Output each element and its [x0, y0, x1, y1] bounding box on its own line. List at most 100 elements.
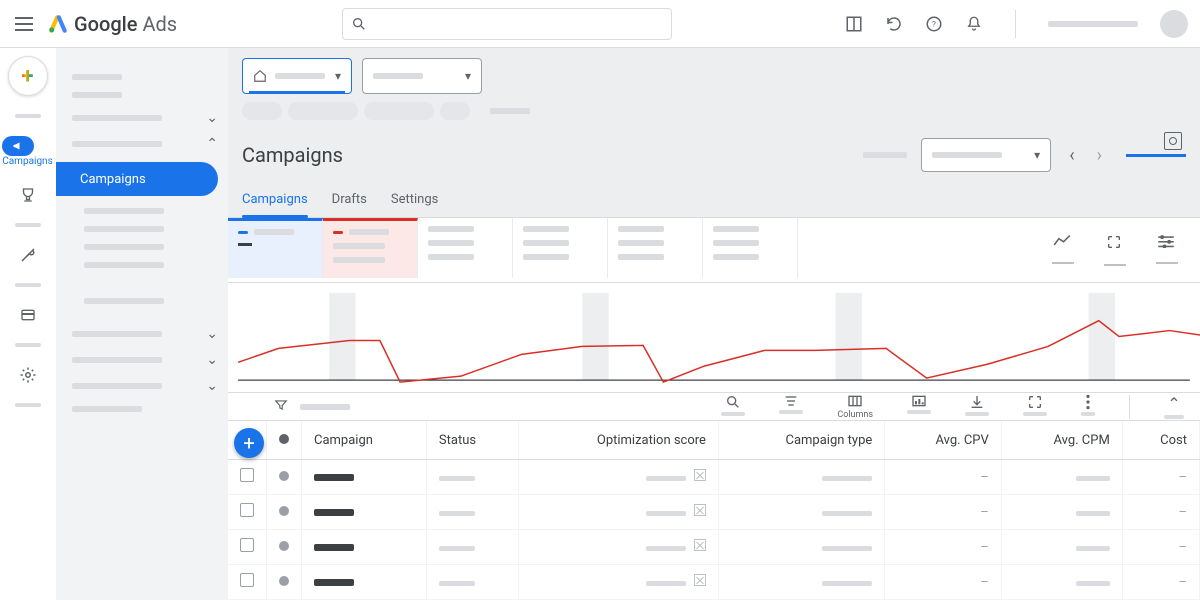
- next-period-icon[interactable]: ›: [1093, 145, 1106, 166]
- status-dot[interactable]: [279, 506, 289, 516]
- left-rail: + Campaigns: [0, 48, 56, 600]
- avatar[interactable]: [1160, 10, 1188, 38]
- svg-text:?: ?: [932, 20, 936, 30]
- col-cost[interactable]: Cost: [1122, 421, 1199, 460]
- reports-icon[interactable]: [907, 394, 931, 414]
- chip-placeholder[interactable]: [440, 102, 470, 120]
- nav-placeholder: [84, 244, 164, 250]
- col-opt-score[interactable]: Optimization score: [519, 421, 719, 460]
- fullscreen-icon[interactable]: [1023, 394, 1047, 416]
- scorecard[interactable]: [608, 218, 703, 278]
- status-dot[interactable]: [279, 471, 289, 481]
- nav-placeholder: [72, 74, 122, 80]
- nav-item-campaigns-active[interactable]: Campaigns: [56, 162, 218, 196]
- nav-item[interactable]: ⌃: [72, 136, 218, 152]
- nav-placeholder: [84, 262, 164, 268]
- tab-drafts[interactable]: Drafts: [332, 184, 367, 217]
- status-dot[interactable]: [279, 541, 289, 551]
- col-status[interactable]: Status: [426, 421, 519, 460]
- title-placeholder: [863, 152, 907, 158]
- prev-period-icon[interactable]: ‹: [1065, 145, 1078, 166]
- nav-item[interactable]: ⌄: [72, 110, 218, 126]
- add-campaign-fab[interactable]: +: [234, 428, 264, 458]
- page-title: Campaigns: [242, 143, 343, 167]
- refresh-icon[interactable]: [885, 15, 903, 33]
- table-row[interactable]: – –: [228, 530, 1200, 565]
- scorecard[interactable]: [418, 218, 513, 278]
- chart-type-icon[interactable]: [1052, 234, 1074, 264]
- reports-icon[interactable]: [845, 15, 863, 33]
- col-cpm[interactable]: Avg. CPM: [1001, 421, 1122, 460]
- scorecard[interactable]: [703, 218, 798, 278]
- nav-placeholder: [72, 406, 142, 412]
- brand-text: Google Ads: [74, 12, 177, 36]
- col-cpv[interactable]: Avg. CPV: [885, 421, 1001, 460]
- notifications-icon[interactable]: [965, 15, 983, 33]
- nav-item[interactable]: ⌄: [72, 378, 218, 394]
- tools-icon[interactable]: [18, 245, 38, 265]
- settings-icon[interactable]: [18, 365, 38, 385]
- billing-icon[interactable]: [18, 305, 38, 325]
- filter-placeholder: [300, 404, 350, 410]
- save-report-icon[interactable]: [1164, 132, 1182, 150]
- opt-score-icon: [694, 504, 706, 516]
- campaigns-table: Campaign Status Optimization score Campa…: [228, 421, 1200, 600]
- nav-item[interactable]: ⌄: [72, 352, 218, 368]
- divider: [1015, 10, 1016, 38]
- table-search-icon[interactable]: [721, 394, 745, 416]
- chip-placeholder[interactable]: [242, 102, 282, 120]
- table-row[interactable]: – –: [228, 460, 1200, 495]
- row-checkbox[interactable]: [240, 538, 254, 552]
- campaign-scope-selector[interactable]: ▾: [362, 58, 482, 94]
- col-type[interactable]: Campaign type: [718, 421, 884, 460]
- search-input[interactable]: [342, 8, 672, 40]
- scorecard[interactable]: [513, 218, 608, 278]
- google-ads-logo-icon: [48, 14, 68, 34]
- opt-score-icon: [694, 539, 706, 551]
- scorecard-selected-1[interactable]: [228, 218, 323, 278]
- download-icon[interactable]: [965, 394, 989, 416]
- status-dot[interactable]: [279, 576, 289, 586]
- row-checkbox[interactable]: [240, 468, 254, 482]
- tab-settings[interactable]: Settings: [391, 184, 438, 217]
- rail-placeholder: [15, 283, 41, 287]
- metric-scorecards: [228, 218, 1200, 283]
- trophy-icon[interactable]: [18, 185, 38, 205]
- expand-icon[interactable]: [1104, 234, 1126, 266]
- megaphone-icon: [11, 140, 25, 152]
- rail-placeholder: [15, 114, 41, 118]
- chip-placeholder[interactable]: [364, 102, 434, 120]
- menu-icon[interactable]: [12, 12, 36, 36]
- compare-indicator: [1126, 154, 1186, 157]
- top-bar: Google Ads ?: [0, 0, 1200, 48]
- collapse-icon[interactable]: ⌃: [1164, 394, 1184, 419]
- create-button[interactable]: +: [8, 56, 48, 96]
- table-row[interactable]: – –: [228, 495, 1200, 530]
- nav-item[interactable]: ⌄: [72, 326, 218, 342]
- filter-chips: [228, 98, 1200, 120]
- chip-placeholder[interactable]: [288, 102, 358, 120]
- table-row[interactable]: – –: [228, 565, 1200, 600]
- divider: [1129, 395, 1130, 419]
- scorecard-selected-2[interactable]: [323, 218, 418, 278]
- nav-placeholder: [84, 226, 164, 232]
- help-icon[interactable]: ?: [925, 15, 943, 33]
- row-checkbox[interactable]: [240, 503, 254, 517]
- section-tabs: Campaigns Drafts Settings: [228, 178, 1200, 218]
- columns-icon[interactable]: Columns: [837, 394, 873, 420]
- row-checkbox[interactable]: [240, 573, 254, 587]
- rail-placeholder: [15, 343, 41, 347]
- rail-item-campaigns[interactable]: Campaigns: [2, 136, 53, 167]
- col-campaign[interactable]: Campaign: [302, 421, 427, 460]
- table-toolbar: Columns ⌃: [228, 393, 1200, 421]
- date-range-selector[interactable]: ▾: [921, 138, 1051, 172]
- adjust-icon[interactable]: [1156, 234, 1178, 264]
- segment-icon[interactable]: [779, 394, 803, 414]
- nav-placeholder: [72, 92, 122, 98]
- filter-icon[interactable]: [274, 398, 288, 416]
- tab-campaigns[interactable]: Campaigns: [242, 184, 308, 217]
- rail-placeholder: [15, 223, 41, 227]
- opt-score-icon: [694, 574, 706, 586]
- account-scope-selector[interactable]: ▾: [242, 58, 352, 94]
- more-icon[interactable]: [1081, 394, 1095, 416]
